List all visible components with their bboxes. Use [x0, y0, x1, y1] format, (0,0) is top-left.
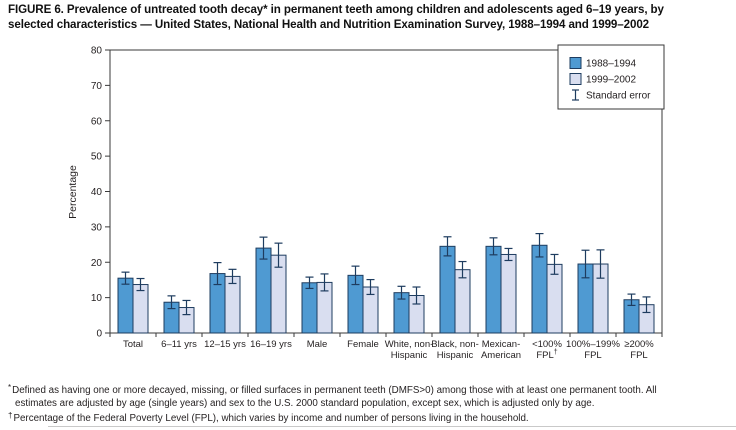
footnote-text: Percentage of the Federal Poverty Level …	[13, 413, 529, 425]
y-tick-label: 10	[91, 293, 103, 304]
footnote-text: estimates are adjusted by age (single ye…	[15, 397, 595, 409]
x-tick-label: FPL	[584, 350, 601, 361]
x-tick-label: Hispanic	[437, 350, 474, 361]
x-tick-label: FPL†	[536, 349, 557, 361]
x-tick-label: Mexican-	[482, 339, 521, 350]
x-tick-label: 6–11 yrs	[161, 339, 197, 350]
footnote-line: estimates are adjusted by age (single ye…	[8, 398, 734, 411]
x-tick-label: 12–15 yrs	[204, 339, 246, 350]
y-tick-label: 40	[91, 187, 103, 198]
bar	[117, 277, 134, 334]
x-axis	[109, 333, 663, 337]
y-tick-label: 0	[96, 329, 102, 340]
footnote-line: *Defined as having one or more decayed, …	[8, 382, 734, 398]
legend-label: 1988–1994	[586, 59, 636, 70]
bar	[454, 269, 471, 334]
y-axis-title: Percentage	[67, 165, 79, 219]
y-axis: 0 10 20 30 40 50 60 70 80	[91, 46, 110, 340]
bar	[500, 253, 517, 334]
bar	[531, 244, 548, 334]
bar	[485, 245, 502, 334]
figure-title-line-2: selected characteristics — United States…	[8, 17, 650, 31]
footnote-marker: *	[8, 383, 12, 392]
footnote-marker: †	[8, 411, 13, 421]
legend: 1988–1994 1999–2002 Standard error	[557, 44, 665, 110]
y-tick-label: 70	[91, 81, 103, 92]
x-tick-label: 100%–199%	[566, 339, 620, 350]
y-tick-label: 80	[91, 46, 103, 57]
x-tick-label: Female	[347, 339, 379, 350]
bar	[301, 282, 318, 334]
bars	[117, 244, 655, 334]
figure-title: FIGURE 6. Prevalence of untreated tooth …	[8, 3, 734, 32]
x-tick-label: Total	[123, 339, 143, 350]
x-tick-label: Black, non-	[431, 339, 479, 350]
x-tick-label: 16–19 yrs	[250, 339, 292, 350]
x-tick-label: White, non-	[385, 339, 434, 350]
x-tick-label: Hispanic	[391, 350, 428, 361]
bar	[132, 284, 149, 334]
y-tick-label: 20	[91, 258, 103, 269]
x-tick-label: FPL	[630, 350, 647, 361]
bar	[255, 247, 272, 334]
footnote-line: †Percentage of the Federal Poverty Level…	[8, 410, 734, 426]
footnote-text: Defined as having one or more decayed, m…	[12, 385, 657, 396]
bar	[224, 275, 241, 334]
x-tick-label: ≥200%	[624, 339, 654, 350]
bar	[439, 245, 456, 334]
legend-swatch	[569, 57, 582, 69]
figure-footnotes: *Defined as having one or more decayed, …	[8, 382, 734, 426]
legend-swatch	[569, 73, 582, 85]
x-tick-label: Male	[307, 339, 328, 350]
legend-note: Standard error	[586, 91, 651, 102]
legend-label: 1999–2002	[586, 75, 636, 86]
y-tick-label: 60	[91, 116, 103, 127]
y-tick-label: 30	[91, 222, 103, 233]
x-labels: Total 6–11 yrs 12–15 yrs 16–19 yrs Male Femal…	[123, 339, 654, 361]
figure-title-line-1: FIGURE 6. Prevalence of untreated tooth …	[8, 3, 664, 16]
x-tick-label: American	[481, 350, 521, 361]
error-bars	[121, 232, 651, 316]
y-tick-label: 50	[91, 152, 103, 163]
page-divider	[48, 426, 736, 427]
x-tick-label: <100%	[532, 339, 562, 350]
